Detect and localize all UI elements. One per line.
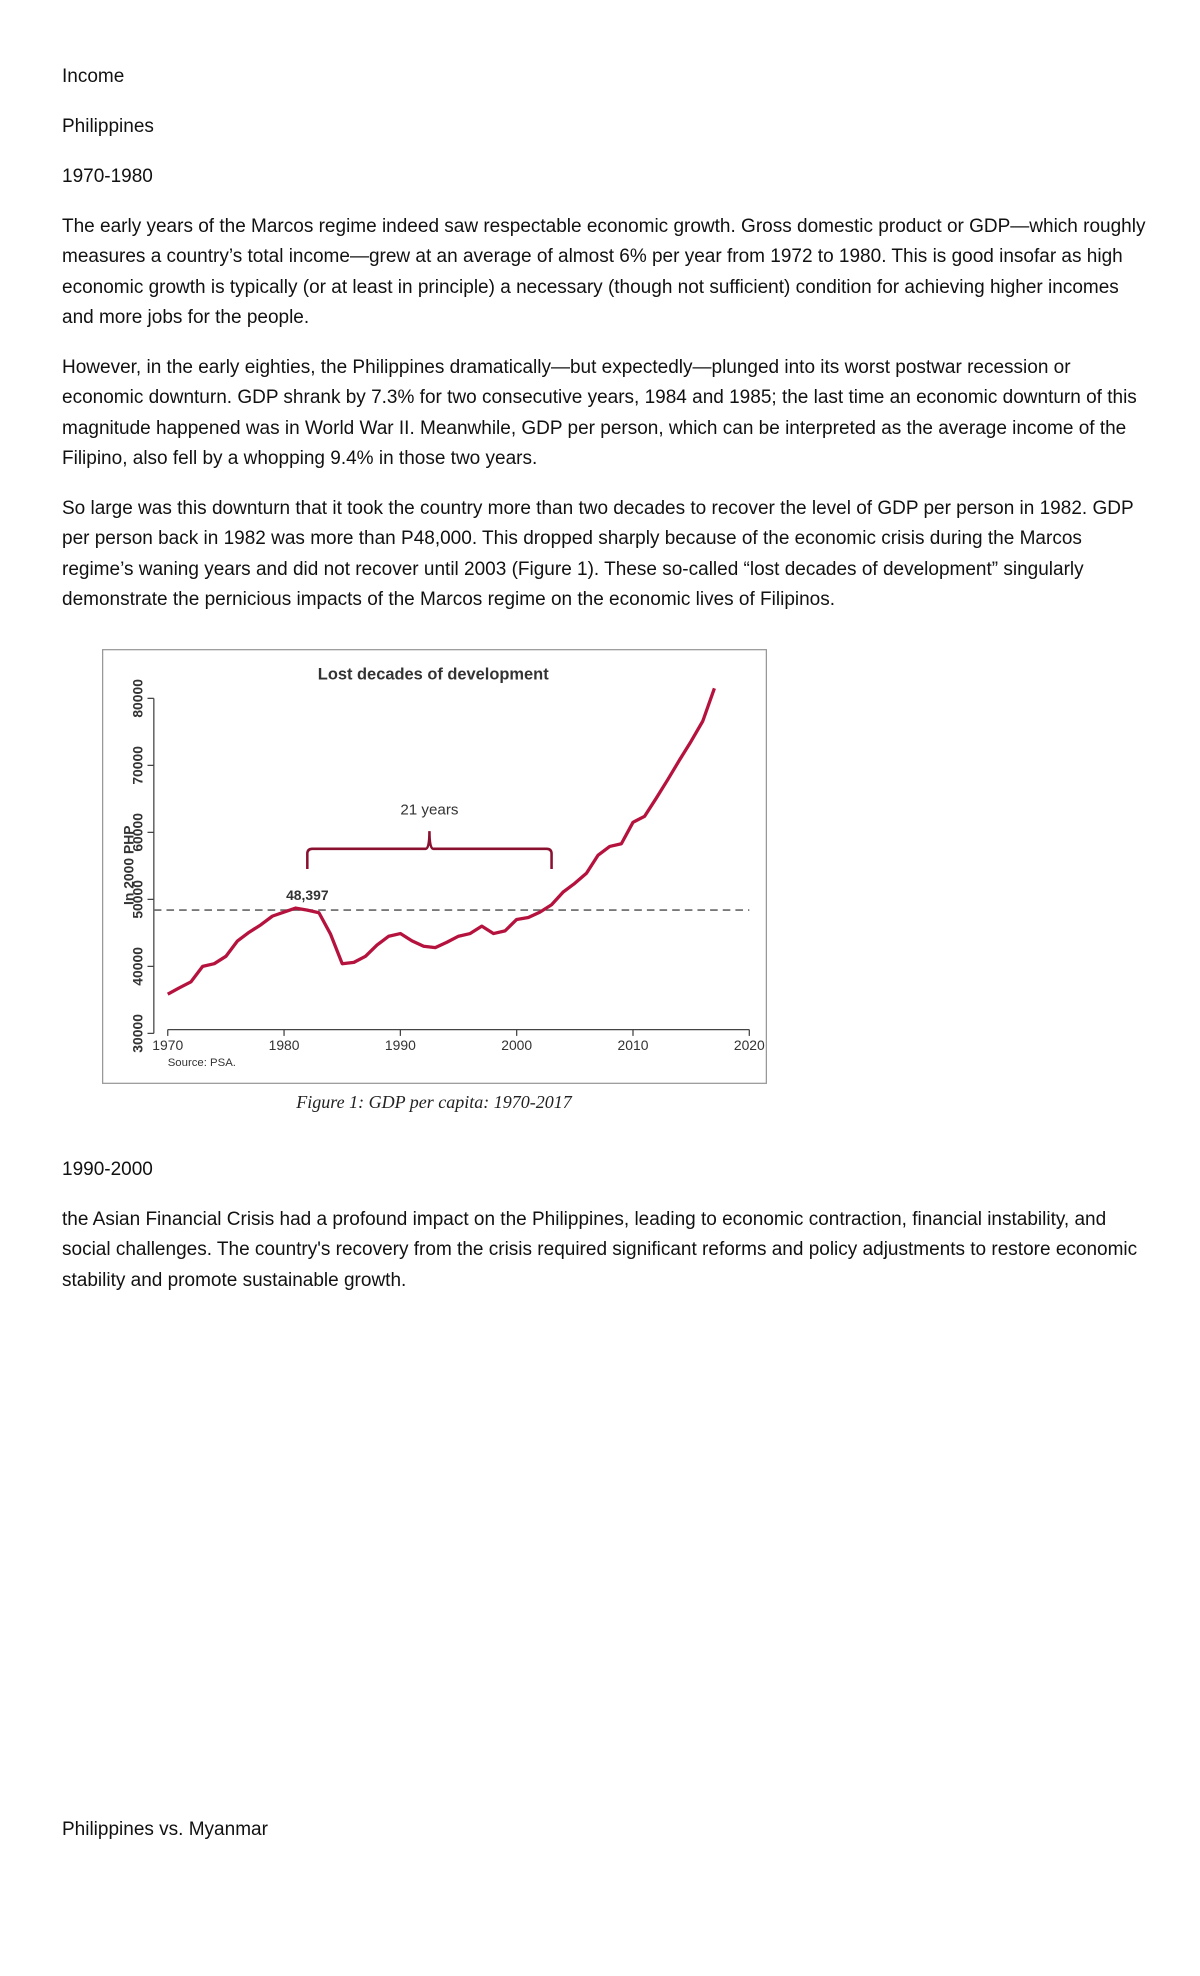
y-axis-label: In 2000 PHP [121,825,137,905]
paragraph: the Asian Financial Crisis had a profoun… [62,1209,1138,1291]
paragraph: So large was this downturn that it took … [62,498,1134,610]
reference-label: 48,397 [286,887,329,903]
heading: 1970-1980 [62,166,153,187]
heading: 1990-2000 [62,1159,153,1180]
x-tick-label: 2000 [501,1037,532,1053]
y-tick-label: 50000 [129,880,145,919]
paragraph: However, in the early eighties, the Phil… [62,357,1137,469]
y-tick-label: 80000 [129,679,145,718]
heading: Philippines [62,116,154,137]
y-tick-label: 60000 [129,813,145,852]
x-tick-label: 1980 [269,1037,300,1053]
x-tick-label: 1990 [385,1037,416,1053]
figure-caption: Figure 1: GDP per capita: 1970-2017 [296,1092,572,1112]
span-bracket [306,831,553,870]
span-label: 21 years [400,802,459,819]
x-tick-label: 2010 [618,1037,649,1053]
heading: Income [62,66,125,87]
heading: Philippines vs. Myanmar [62,1819,268,1840]
chart-frame [102,649,767,1084]
x-tick-label: 1970 [152,1037,183,1053]
x-tick-label: 2020 [734,1037,765,1053]
y-tick-label: 70000 [129,746,145,785]
y-tick-label: 30000 [129,1014,145,1053]
chart: Lost decades of development In 2000 PHP … [102,649,767,1084]
y-tick-label: 40000 [129,947,145,986]
source-note: Source: PSA. [168,1057,236,1069]
data-line [166,687,716,996]
paragraph: The early years of the Marcos regime ind… [62,216,1146,328]
chart-title: Lost decades of development [318,665,549,683]
